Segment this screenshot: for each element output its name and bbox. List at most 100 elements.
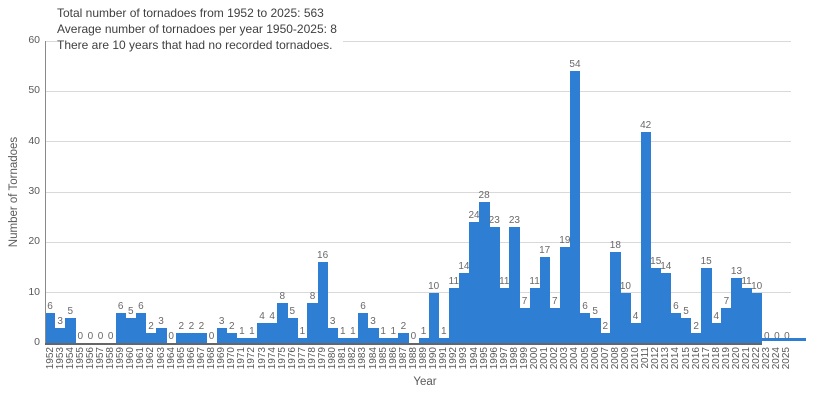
y-tick-label-10: 10 [28,285,40,298]
bar-2006[interactable] [590,317,601,343]
bar-value-label-1959: 6 [117,300,124,312]
chart-title-line-3: There are 10 years that had no recorded … [57,38,333,52]
bar-value-label-1953: 3 [57,315,63,327]
bar-2000[interactable] [529,287,541,343]
bar-value-label-1967: 2 [198,320,205,332]
bar-2020[interactable] [731,277,742,343]
bar-1971[interactable] [236,337,248,343]
bar-2013[interactable] [660,272,672,343]
bar-value-label-2021: 11 [741,275,752,287]
bar-1983[interactable] [357,312,369,343]
bar-1976[interactable] [287,317,298,343]
chart-title-block: Total number of tornadoes from 1952 to 2… [57,5,343,53]
bar-2009[interactable] [620,292,631,343]
gridline-y-30 [45,191,791,193]
bar-1987[interactable] [398,332,409,343]
bar-2008[interactable] [610,252,621,343]
bar-1998[interactable] [509,227,520,343]
bar-value-label-2008: 18 [609,240,621,252]
bar-2007[interactable] [600,332,611,343]
bar-2018[interactable] [711,322,722,343]
gridline-y-40 [45,141,791,143]
bar-1992[interactable] [448,287,460,343]
y-tick-label-20: 20 [28,235,40,248]
bar-1982[interactable] [347,337,359,343]
bar-1999[interactable] [519,307,530,343]
bar-value-label-1965: 2 [178,320,185,332]
bar-value-label-1977: 1 [299,325,306,337]
bar-value-label-2018: 4 [713,310,720,322]
bar-1977[interactable] [297,337,308,343]
x-tick-label-2014: 2014 [670,347,682,370]
bar-1972[interactable] [246,337,258,343]
bar-1981[interactable] [337,337,349,343]
bar-2016[interactable] [691,332,702,343]
bar-value-label-1993: 14 [458,260,470,272]
bar-1975[interactable] [277,302,288,343]
bar-1978[interactable] [307,302,318,343]
bar-1990[interactable] [428,292,440,343]
bar-value-label-2022: 10 [751,280,763,292]
bar-2001[interactable] [539,257,551,343]
y-tick-label-30: 30 [28,185,40,197]
bar-1965[interactable] [176,332,187,343]
bar-1959[interactable] [115,312,127,343]
bar-1991[interactable] [438,337,450,343]
bar-2011[interactable] [640,131,652,343]
bar-1970[interactable] [226,332,238,343]
bar-value-label-1986: 1 [390,325,397,337]
bar-2002[interactable] [549,307,561,343]
x-axis-line [45,343,762,345]
bar-2005[interactable] [580,312,591,343]
bar-1984[interactable] [368,327,379,343]
bar-value-label-1968: 0 [208,331,215,342]
bar-value-label-2012: 15 [650,255,662,267]
bar-2014[interactable] [670,312,682,343]
bar-value-label-1978: 8 [309,290,316,302]
bar-2015[interactable] [680,317,692,343]
x-tick-label-1983: 1983 [357,347,369,370]
bar-2021[interactable] [741,287,752,343]
bar-1980[interactable] [327,327,339,343]
bar-1979[interactable] [317,262,329,343]
bar-value-label-2002: 7 [551,295,558,307]
bar-value-label-2011: 42 [640,119,652,131]
bar-2010[interactable] [630,322,641,343]
bar-1985[interactable] [378,337,389,343]
bar-1954[interactable] [65,317,76,343]
x-tick-label-1972: 1972 [246,347,258,370]
bar-2022[interactable] [751,292,763,343]
bar-1952[interactable] [45,312,56,343]
y-tick-label-0: 0 [34,336,40,348]
bar-1960[interactable] [125,317,137,343]
bar-1973[interactable] [256,322,268,343]
bar-1993[interactable] [458,272,470,343]
bar-1953[interactable] [55,327,66,343]
bar-2019[interactable] [721,307,732,343]
bar-1986[interactable] [388,337,399,343]
bar-1961[interactable] [135,312,147,343]
bar-value-label-1979: 16 [317,250,329,262]
bar-1969[interactable] [216,327,228,343]
bar-1967[interactable] [196,332,207,343]
bar-value-label-1971: 1 [239,325,245,337]
bar-1997[interactable] [499,287,510,343]
bar-value-label-1966: 2 [188,320,195,332]
bar-1962[interactable] [145,332,157,343]
bar-1989[interactable] [418,337,429,343]
bar-value-label-1960: 5 [128,305,134,317]
bar-1994[interactable] [468,222,480,343]
y-axis-line [45,41,46,343]
bar-1996[interactable] [489,227,500,343]
bar-value-label-1956: 0 [87,331,94,342]
y-tick-label-60: 60 [28,34,40,46]
bar-2012[interactable] [650,267,662,343]
bar-1963[interactable] [156,327,167,343]
bar-1966[interactable] [186,332,197,343]
bar-2003[interactable] [559,247,571,343]
bar-1995[interactable] [479,202,490,343]
bar-2004[interactable] [569,71,581,343]
bar-value-label-1992: 11 [448,275,460,287]
bar-1974[interactable] [267,322,278,343]
bar-2017[interactable] [701,267,712,343]
